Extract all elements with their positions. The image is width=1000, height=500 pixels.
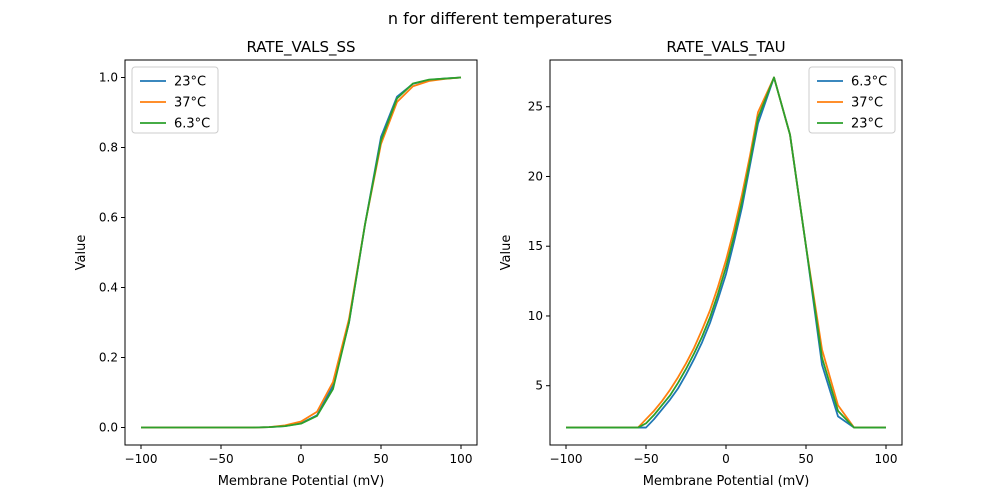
chart-1-x-tick-label: 0 (297, 452, 305, 466)
chart-1-x-tick-label: 100 (450, 452, 473, 466)
chart-2-series-group (566, 76, 886, 429)
chart-2-legend-box (808, 66, 896, 134)
chart-2-legend-label-3: 23°C (851, 117, 883, 132)
chart-1-title: RATE_VALS_SS (246, 38, 355, 57)
chart-2-legend: 6.3°C 37°C 23°C (808, 66, 896, 134)
chart-2-y-axis-label: Value (499, 235, 514, 271)
chart-1-x-tick-label: 50 (373, 452, 388, 466)
chart-2-x-tick-label: 0 (722, 452, 730, 466)
chart-1-series-line-3 (141, 76, 462, 429)
chart-2-y-tick-label: 10 (528, 309, 543, 323)
chart-1-y-tick-label: 0.0 (99, 421, 118, 435)
chart-2-y-tick-label: 5 (535, 379, 543, 393)
chart-2-title: RATE_VALS_TAU (666, 38, 785, 57)
chart-1-series-group (141, 76, 462, 429)
chart-1-y-tick-label: 0.4 (99, 281, 118, 295)
chart-1-y-tick-label: 0.2 (99, 351, 118, 365)
chart-2-series-line-3 (566, 76, 886, 429)
chart-2-legend-label-1: 6.3°C (851, 75, 887, 90)
chart-2-x-axis-label: Membrane Potential (mV) (643, 474, 810, 489)
figure-suptitle: n for different temperatures (388, 9, 612, 28)
chart-1-x-tick-label: −50 (208, 452, 233, 466)
chart-2: RATE_VALS_TAU −100 −50 0 50 100 5 10 15 20 25 Membr… (499, 38, 903, 489)
chart-1-y-tick-label: 0.6 (99, 211, 118, 225)
chart-1-y-tick-label: 0.8 (99, 141, 118, 155)
chart-2-y-tick-label: 20 (528, 169, 543, 183)
chart-2-x-tick-label: 100 (875, 452, 898, 466)
chart-1-legend-label-3: 6.3°C (174, 117, 210, 132)
chart-1-legend: 23°C 37°C 6.3°C (131, 66, 219, 134)
chart-2-x-tick-label: −100 (550, 452, 583, 466)
chart-1-legend-label-1: 23°C (174, 75, 206, 90)
chart-1-y-axis-label: Value (74, 235, 89, 271)
chart-2-y-tick-label: 25 (528, 100, 543, 114)
chart-1-x-tick-label: −100 (125, 452, 158, 466)
chart-2-x-tick-label: 50 (798, 452, 813, 466)
plot-area: RATE_VALS_SS−100 −50 0 50 1000.00.20.40.60.8… (74, 38, 903, 489)
chart-1-y-tick-label: 1.0 (99, 71, 118, 85)
chart-1-legend-label-2: 37°C (174, 96, 206, 111)
chart-1: RATE_VALS_SS −100 −50 0 50 100 0.0 0.2 0.4 0.6 0.8… (74, 38, 478, 489)
chart-1-x-axis-label: Membrane Potential (mV) (218, 474, 385, 489)
chart-2-x-tick-label: −50 (633, 452, 658, 466)
chart-1-legend-box (131, 66, 219, 134)
chart-2-y-tick-label: 15 (528, 239, 543, 253)
chart-2-legend-label-2: 37°C (851, 96, 883, 111)
